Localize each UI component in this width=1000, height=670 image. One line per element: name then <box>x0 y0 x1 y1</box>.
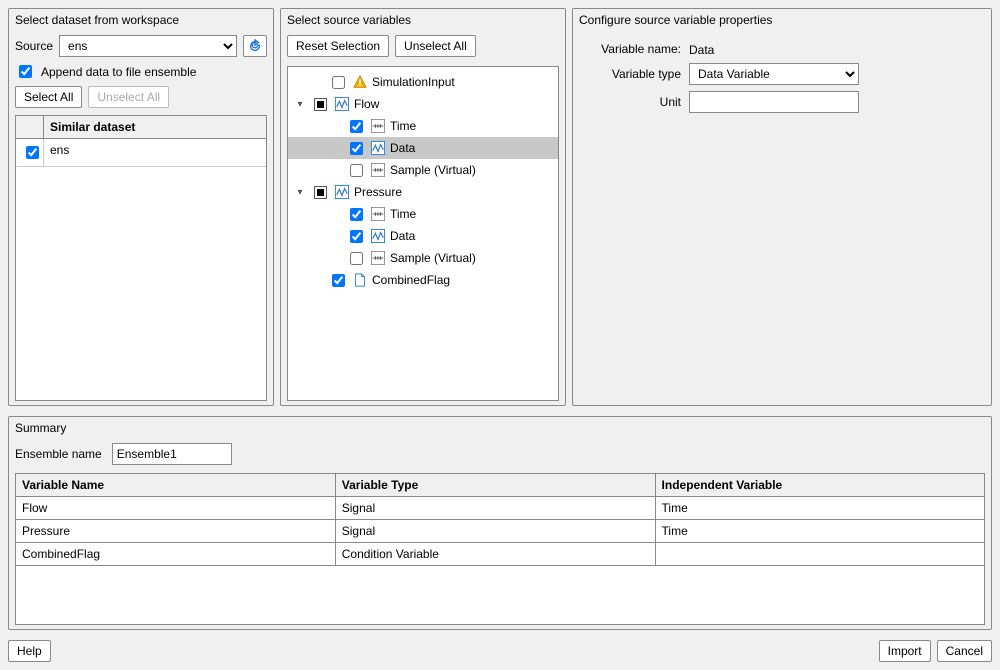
signal-icon <box>370 228 386 244</box>
tree-checkbox[interactable] <box>350 208 363 221</box>
append-checkbox[interactable] <box>19 65 32 78</box>
summary-row[interactable]: CombinedFlagCondition Variable <box>16 543 985 566</box>
tree-node[interactable]: Data <box>288 225 558 247</box>
tree-checkbox[interactable] <box>350 230 363 243</box>
properties-panel: Configure source variable properties Var… <box>572 8 992 406</box>
tree-node[interactable]: CombinedFlag <box>288 269 558 291</box>
axis-icon <box>370 118 386 134</box>
help-button[interactable]: Help <box>8 640 51 662</box>
tree-node-label: CombinedFlag <box>372 273 450 287</box>
summary-cell: Signal <box>335 520 655 543</box>
warning-icon <box>352 74 368 90</box>
properties-title: Configure source variable properties <box>573 9 991 31</box>
summary-col-0: Variable Name <box>16 474 336 497</box>
append-label: Append data to file ensemble <box>41 65 196 79</box>
var-name-label: Variable name: <box>579 42 689 56</box>
reset-selection-button[interactable]: Reset Selection <box>287 35 389 57</box>
signal-icon <box>370 140 386 156</box>
summary-row[interactable]: PressureSignalTime <box>16 520 985 543</box>
tree-node-label: Data <box>390 229 415 243</box>
unit-label: Unit <box>579 95 689 109</box>
unselect-all-button: Unselect All <box>88 86 169 108</box>
refresh-icon <box>248 39 262 53</box>
unit-input[interactable] <box>689 91 859 113</box>
tree-checkbox[interactable] <box>332 76 345 89</box>
axis-icon <box>370 162 386 178</box>
summary-cell: Time <box>655 520 984 543</box>
signal-icon <box>334 184 350 200</box>
cancel-button[interactable]: Cancel <box>937 640 992 662</box>
signal-icon <box>334 96 350 112</box>
dataset-row[interactable]: ens <box>16 139 266 167</box>
import-button[interactable]: Import <box>879 640 931 662</box>
tree-node-label: SimulationInput <box>372 75 455 89</box>
tree-node[interactable]: Sample (Virtual) <box>288 247 558 269</box>
dataset-row-name: ens <box>44 139 266 166</box>
dataset-table: Similar dataset ens <box>15 115 267 401</box>
axis-icon <box>370 206 386 222</box>
dataset-panel: Select dataset from workspace Source ens… <box>8 8 274 406</box>
summary-row[interactable]: FlowSignalTime <box>16 497 985 520</box>
tree-twisty-icon[interactable]: ▾ <box>294 99 306 110</box>
refresh-button[interactable] <box>243 35 267 57</box>
source-vars-panel: Select source variables Reset Selection … <box>280 8 566 406</box>
tree-checkbox[interactable] <box>350 252 363 265</box>
tree-checkbox[interactable] <box>314 98 327 111</box>
tree-checkbox[interactable] <box>350 120 363 133</box>
summary-cell: Condition Variable <box>335 543 655 566</box>
tree-checkbox[interactable] <box>332 274 345 287</box>
summary-cell <box>655 543 984 566</box>
summary-title: Summary <box>9 417 991 439</box>
tree-node-label: Pressure <box>354 185 402 199</box>
tree-node[interactable]: Data <box>288 137 558 159</box>
tree-node[interactable]: Time <box>288 203 558 225</box>
tree-node-label: Flow <box>354 97 379 111</box>
tree-node[interactable]: Time <box>288 115 558 137</box>
tree-checkbox[interactable] <box>350 142 363 155</box>
tree-node-label: Data <box>390 141 415 155</box>
dataset-row-checkbox[interactable] <box>26 146 39 159</box>
tree-node-label: Sample (Virtual) <box>390 163 476 177</box>
summary-cell: Pressure <box>16 520 336 543</box>
tree-node[interactable]: SimulationInput <box>288 71 558 93</box>
ensemble-name-label: Ensemble name <box>15 447 102 461</box>
summary-cell: CombinedFlag <box>16 543 336 566</box>
tree-checkbox[interactable] <box>314 186 327 199</box>
unselect-all-vars-button[interactable]: Unselect All <box>395 35 476 57</box>
tree-twisty-icon[interactable]: ▾ <box>294 187 306 198</box>
doc-icon <box>352 272 368 288</box>
source-label: Source <box>15 39 53 53</box>
tree-node-label: Time <box>390 119 416 133</box>
dataset-table-header: Similar dataset <box>44 116 266 138</box>
summary-cell: Flow <box>16 497 336 520</box>
tree-node-label: Time <box>390 207 416 221</box>
tree-node-label: Sample (Virtual) <box>390 251 476 265</box>
summary-panel: Summary Ensemble name Variable Name Vari… <box>8 416 992 630</box>
tree-node[interactable]: ▾ Pressure <box>288 181 558 203</box>
ensemble-name-input[interactable] <box>112 443 232 465</box>
tree-node[interactable]: Sample (Virtual) <box>288 159 558 181</box>
var-type-label: Variable type <box>579 67 689 81</box>
source-dropdown[interactable]: ens <box>59 35 237 57</box>
axis-icon <box>370 250 386 266</box>
var-type-dropdown[interactable]: Data Variable <box>689 63 859 85</box>
var-name-value: Data <box>689 41 714 57</box>
summary-col-2: Independent Variable <box>655 474 984 497</box>
dataset-panel-title: Select dataset from workspace <box>9 9 273 31</box>
summary-cell: Signal <box>335 497 655 520</box>
tree-node[interactable]: ▾ Flow <box>288 93 558 115</box>
source-vars-title: Select source variables <box>281 9 565 31</box>
summary-col-1: Variable Type <box>335 474 655 497</box>
summary-table: Variable Name Variable Type Independent … <box>15 473 985 566</box>
summary-cell: Time <box>655 497 984 520</box>
variable-tree[interactable]: SimulationInput ▾ Flow Time Data Sample (Virt… <box>287 66 559 401</box>
tree-checkbox[interactable] <box>350 164 363 177</box>
select-all-button[interactable]: Select All <box>15 86 82 108</box>
